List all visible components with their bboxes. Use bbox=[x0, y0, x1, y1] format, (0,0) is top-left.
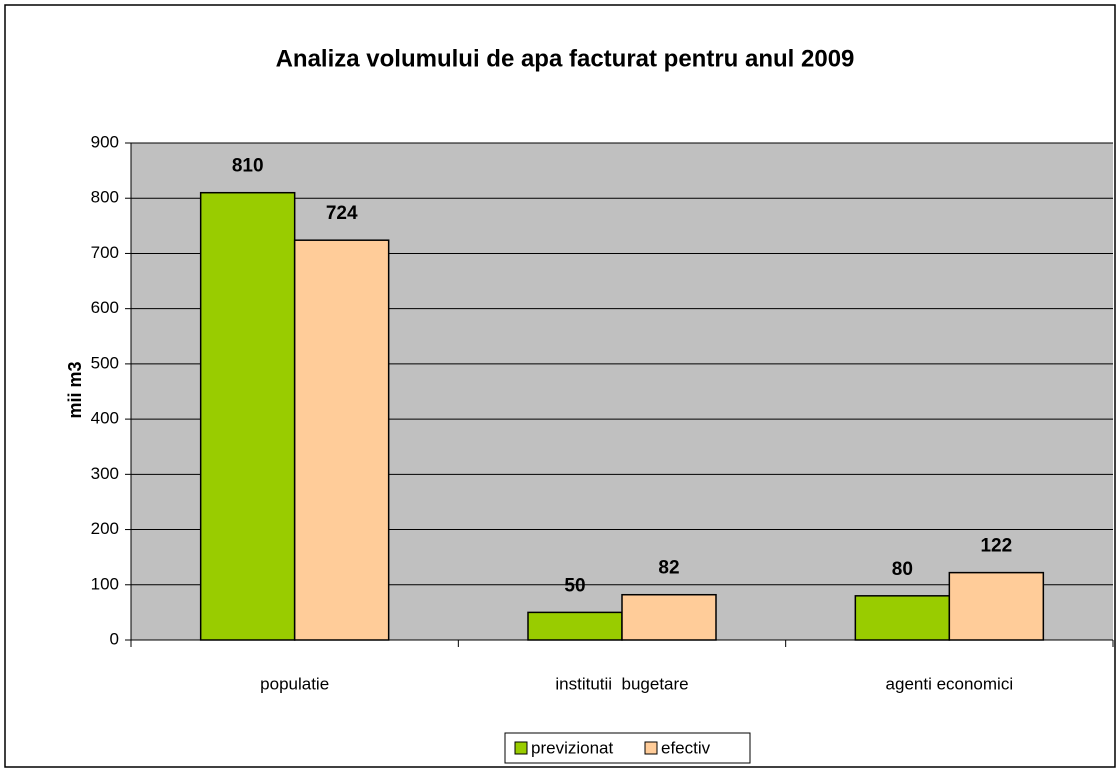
data-label: 50 bbox=[564, 575, 585, 596]
y-tick-label: 100 bbox=[91, 574, 119, 593]
legend-label: previzionat bbox=[531, 738, 613, 757]
bar bbox=[199, 191, 296, 641]
bar bbox=[854, 595, 951, 641]
y-tick-label: 600 bbox=[91, 298, 119, 317]
y-tick-label: 700 bbox=[91, 243, 119, 262]
data-label: 724 bbox=[326, 203, 358, 224]
x-tick-label: agenti economici bbox=[886, 674, 1014, 693]
y-axis-label: mii m3 bbox=[65, 361, 85, 418]
legend-swatch bbox=[514, 741, 528, 755]
y-tick-label: 900 bbox=[91, 132, 119, 151]
y-tick-label: 800 bbox=[91, 188, 119, 207]
data-label: 82 bbox=[658, 558, 679, 579]
y-tick-label: 300 bbox=[91, 464, 119, 483]
bar bbox=[293, 239, 390, 641]
y-tick-label: 200 bbox=[91, 519, 119, 538]
data-label: 122 bbox=[980, 536, 1012, 557]
y-tick-label: 0 bbox=[110, 629, 119, 648]
data-label: 810 bbox=[232, 156, 264, 177]
y-tick-label: 400 bbox=[91, 409, 119, 428]
bar bbox=[948, 571, 1045, 641]
chart-title: Analiza volumului de apa facturat pentru… bbox=[276, 45, 855, 72]
legend-swatch bbox=[644, 741, 658, 755]
bar bbox=[621, 593, 717, 641]
x-tick-label: populatie bbox=[260, 674, 329, 693]
legend-box bbox=[504, 732, 751, 764]
legend-label: efectiv bbox=[661, 738, 711, 757]
bar bbox=[527, 611, 623, 641]
x-tick-label: institutii bugetare bbox=[555, 674, 688, 693]
y-tick-label: 500 bbox=[91, 353, 119, 372]
data-label: 80 bbox=[892, 559, 913, 580]
